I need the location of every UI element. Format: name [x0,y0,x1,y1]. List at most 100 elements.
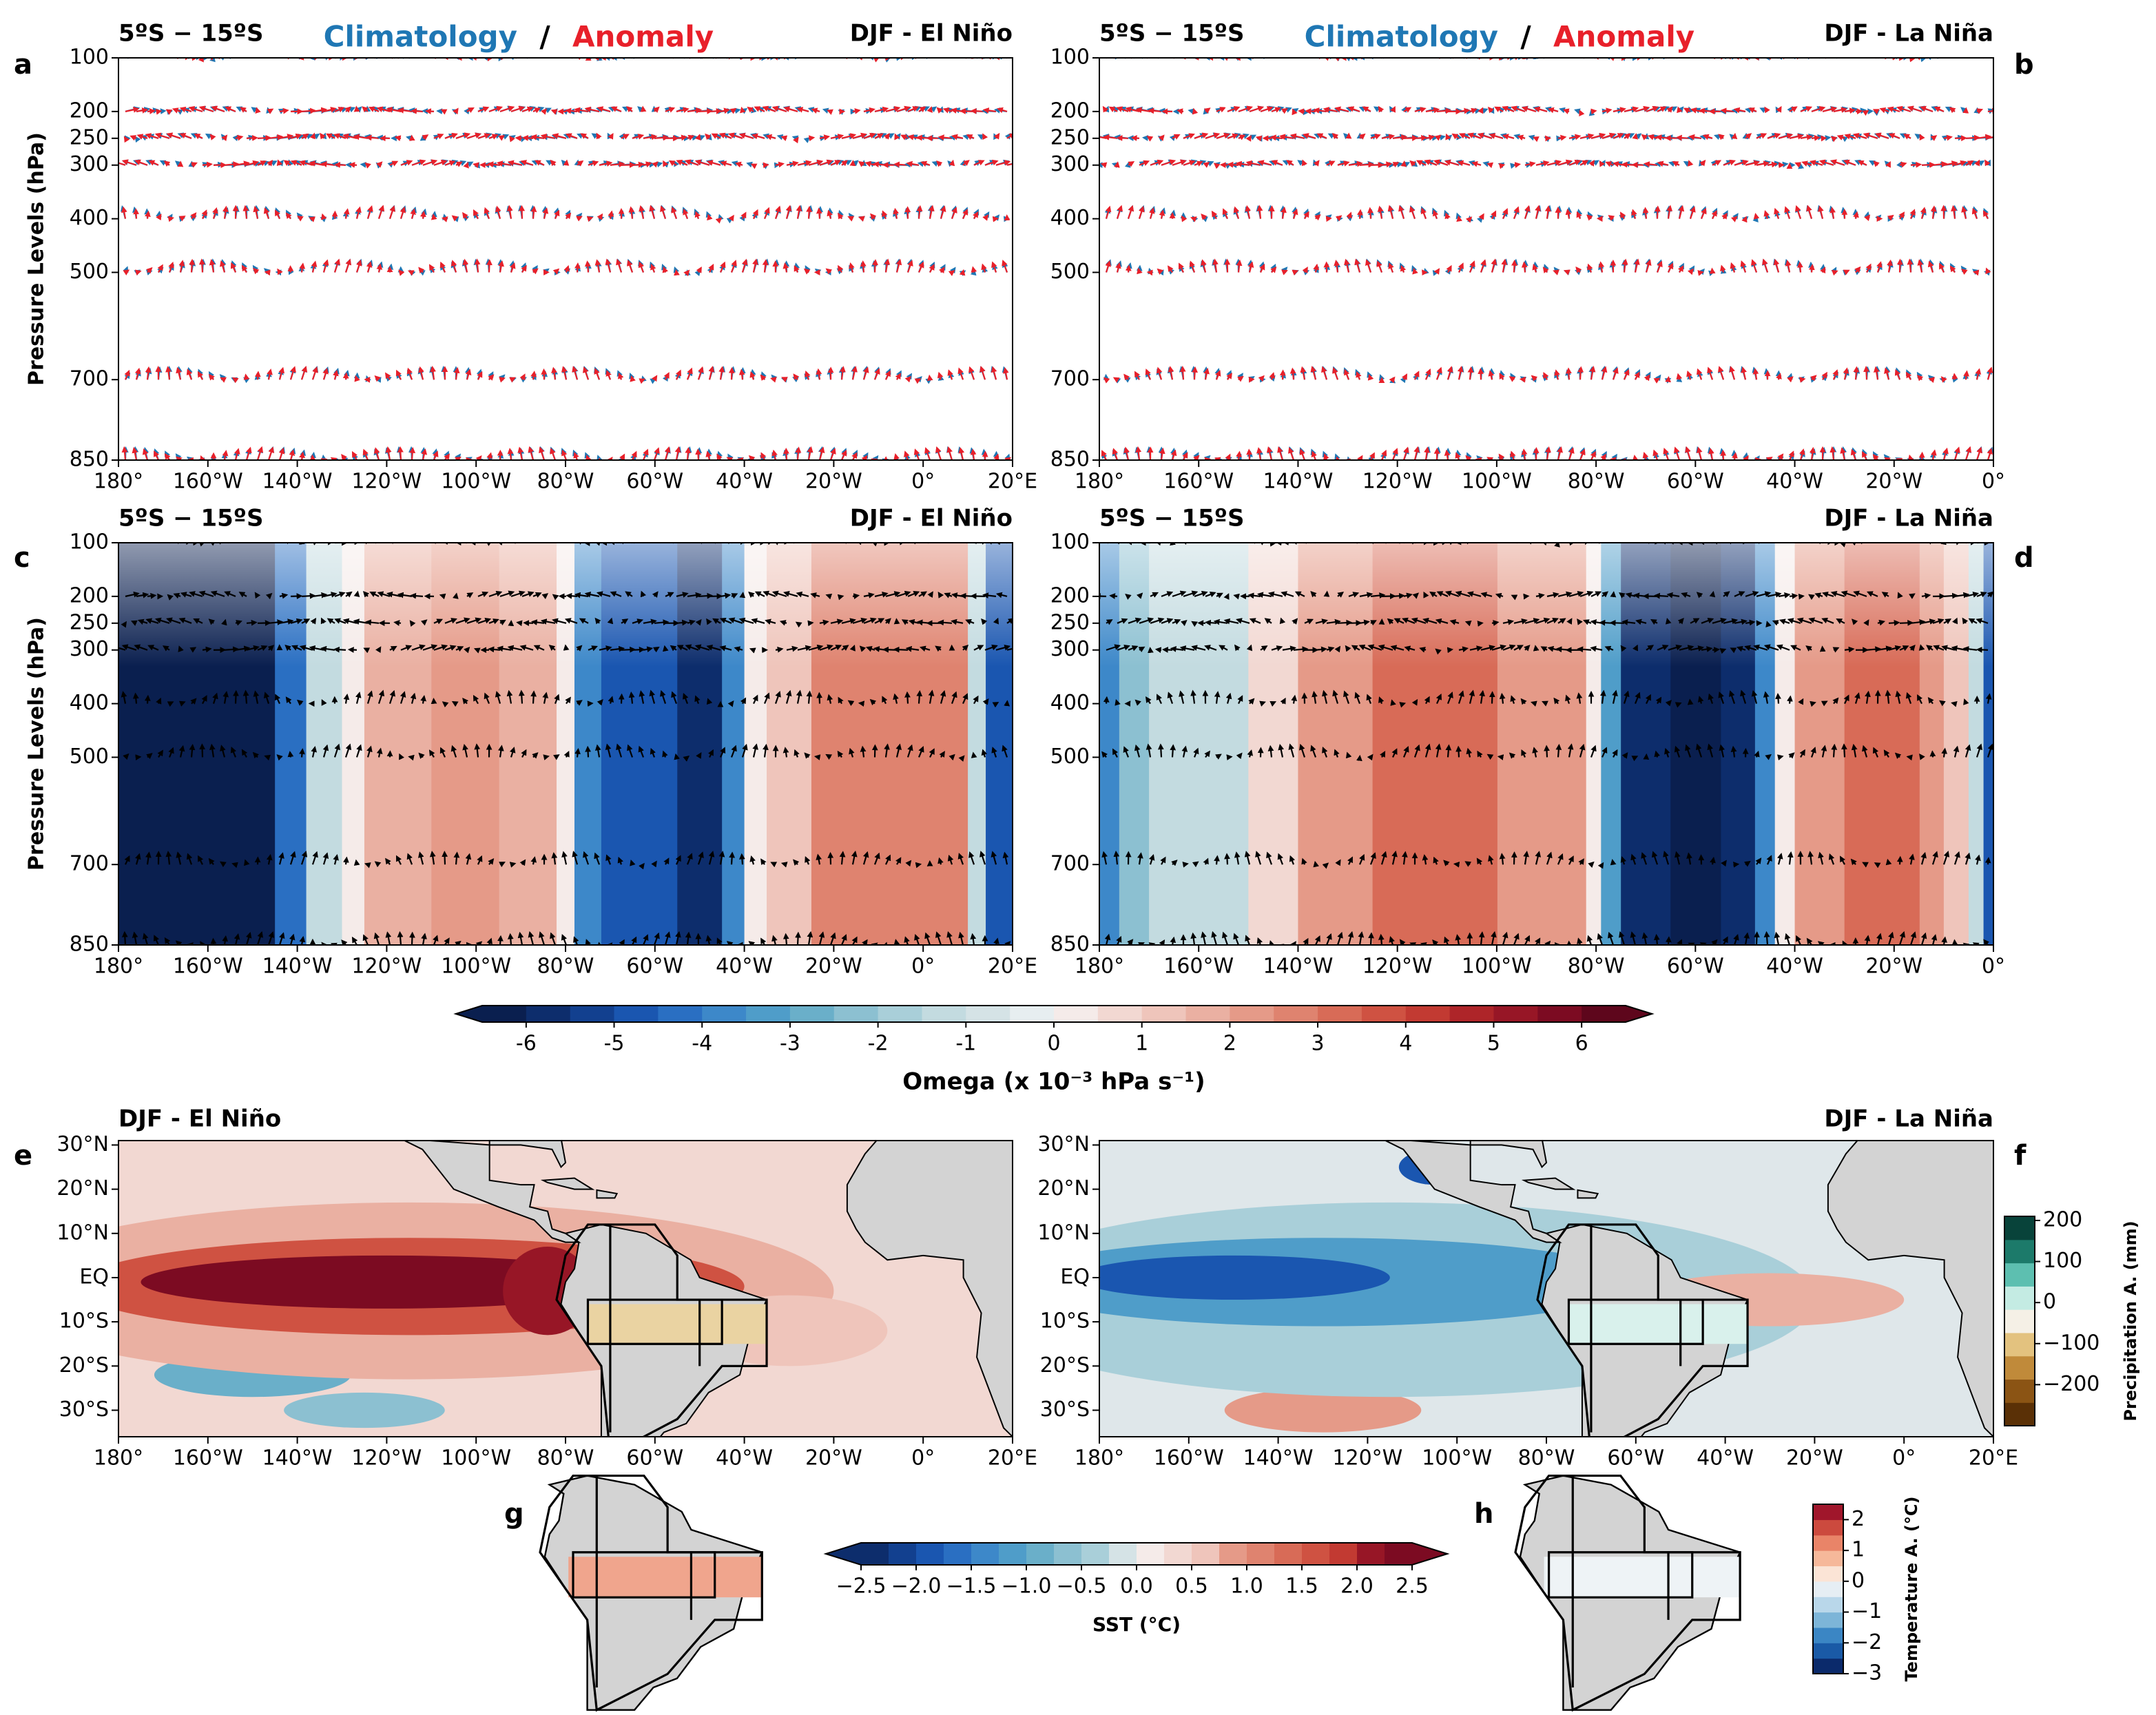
wind-vector [397,931,404,945]
panel-label: h [1474,1498,1493,1530]
wind-vector [333,646,346,653]
wind-vector [1685,446,1692,460]
wind-vector [488,374,495,381]
colorbar-tick-label: 0 [2043,1290,2056,1314]
x-tick-label: 160°W [1163,470,1234,494]
colorbar-tick-label: 1.0 [1230,1574,1263,1599]
wind-vector [982,133,988,141]
wind-vector [632,646,645,653]
inset [1514,1474,1741,1712]
wind-vector [466,132,481,139]
wind-vector [808,159,824,166]
wind-vector [973,160,985,166]
wind-vector [1423,268,1429,275]
wind-vector [803,268,811,275]
wind-vector [1491,210,1497,220]
x-tick-label: 60°W [626,1446,683,1470]
wind-vector [1784,206,1791,219]
wind-vector [234,448,240,460]
x-tick-label: 160°W [173,955,243,979]
wind-vector [858,160,865,167]
wind-vector [1513,162,1522,168]
wind-vector [618,693,625,704]
wind-vector [594,368,601,380]
wind-vector [166,132,181,139]
wind-vector [565,107,578,114]
wind-vector [1931,449,1937,460]
wind-vector [222,205,229,219]
y-tick-label: 500 [70,260,109,284]
wind-vector [433,133,444,140]
wind-vector [444,160,456,167]
wind-vector [650,263,656,273]
wind-vector [384,372,391,380]
colorbar-tick-label: 2 [1852,1507,1865,1531]
wind-vector [594,259,601,273]
colorbar-swatch [1274,1543,1303,1565]
y-tick-label: 100 [1050,530,1090,554]
wind-vector [1809,160,1823,166]
colorbar-tick-label: -6 [516,1032,537,1056]
x-tick-label: 40°W [716,955,773,979]
wind-vector [849,262,855,273]
wind-vector [968,366,975,380]
wind-vector [453,592,459,599]
wind-vector [860,260,867,273]
y-tick-label: 100 [1050,45,1090,70]
x-tick-label: 20°E [1969,1446,2018,1470]
wind-vector [1863,366,1869,380]
y-tick-label: 20°S [59,1353,109,1378]
wind-vector [1292,108,1298,116]
wind-vector [991,261,997,273]
wind-vector [1305,108,1316,114]
wind-vector [806,690,813,704]
wind-vector [937,371,944,380]
wind-vector [172,107,181,114]
wind-vector [654,134,670,141]
wind-vector [323,106,337,113]
wind-vector [165,366,172,380]
y-tick-label: 400 [70,691,109,715]
wind-vector [929,205,935,219]
colorbar-tick-label: -2 [868,1032,889,1056]
wind-vector [1325,216,1332,222]
wind-vector [1965,446,1972,460]
wind-vector [1216,107,1226,113]
wind-vector [463,161,469,169]
wind-vector [665,107,676,113]
wind-vector [477,371,483,380]
wind-vector [1708,448,1714,460]
wind-vector [1673,446,1681,460]
y-tick-label: 100 [70,530,109,554]
wind-vector [760,374,767,382]
wind-vector [477,133,491,139]
wind-vector [906,160,920,167]
wind-vector [793,373,800,380]
x-tick-label: 100°W [1422,1446,1492,1470]
y-tick-label: 700 [70,367,109,391]
precip-field [1568,1304,1748,1344]
wind-vector [530,205,537,219]
wind-vector [300,366,308,380]
wind-vector [906,260,913,273]
wind-vector [1212,258,1219,273]
wind-vector [400,206,406,219]
wind-vector [1800,134,1813,141]
y-tick-label: EQ [1060,1265,1090,1289]
wind-vector [687,134,695,141]
wind-vector [1809,446,1816,460]
y-tick-label: 200 [1050,583,1090,607]
wind-vector [1533,136,1540,143]
wind-vector [134,367,141,380]
wind-vector [1610,591,1617,598]
wind-vector [1906,754,1913,761]
wind-vector [267,368,273,380]
wind-vector [639,205,645,219]
x-tick-label: 180° [94,1446,143,1470]
wind-vector [605,258,612,273]
wind-vector [1115,262,1121,273]
colorbar-swatch [966,1006,1010,1022]
wind-vector [1590,108,1597,115]
wind-vector [565,133,578,139]
colorbar-swatch [1010,1006,1055,1022]
